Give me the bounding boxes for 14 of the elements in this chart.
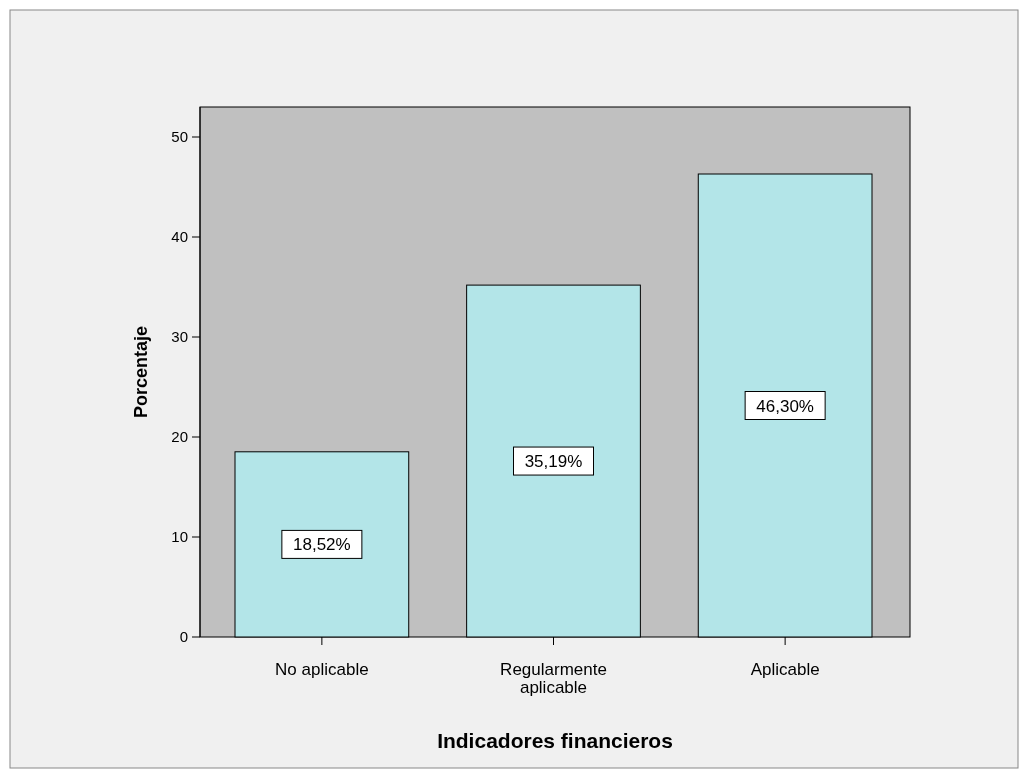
data-label: 46,30% bbox=[756, 396, 814, 416]
data-label: 35,19% bbox=[524, 452, 583, 472]
x-tick-label: Regularmente aplicable bbox=[500, 660, 607, 697]
y-tick-label: 30 bbox=[171, 328, 188, 345]
data-label: 18,52% bbox=[293, 535, 351, 555]
x-axis-title: Indicadores financieros bbox=[437, 729, 673, 752]
x-tick-label: Aplicable bbox=[750, 660, 820, 679]
y-tick-label: 20 bbox=[171, 428, 188, 445]
y-tick-label: 50 bbox=[171, 128, 188, 145]
y-tick-label: 10 bbox=[171, 528, 188, 545]
x-tick-label: No aplicable bbox=[275, 660, 369, 679]
y-axis-title: Porcentaje bbox=[131, 325, 151, 419]
y-tick-label: 40 bbox=[171, 228, 188, 245]
y-tick-label: 0 bbox=[179, 628, 188, 645]
